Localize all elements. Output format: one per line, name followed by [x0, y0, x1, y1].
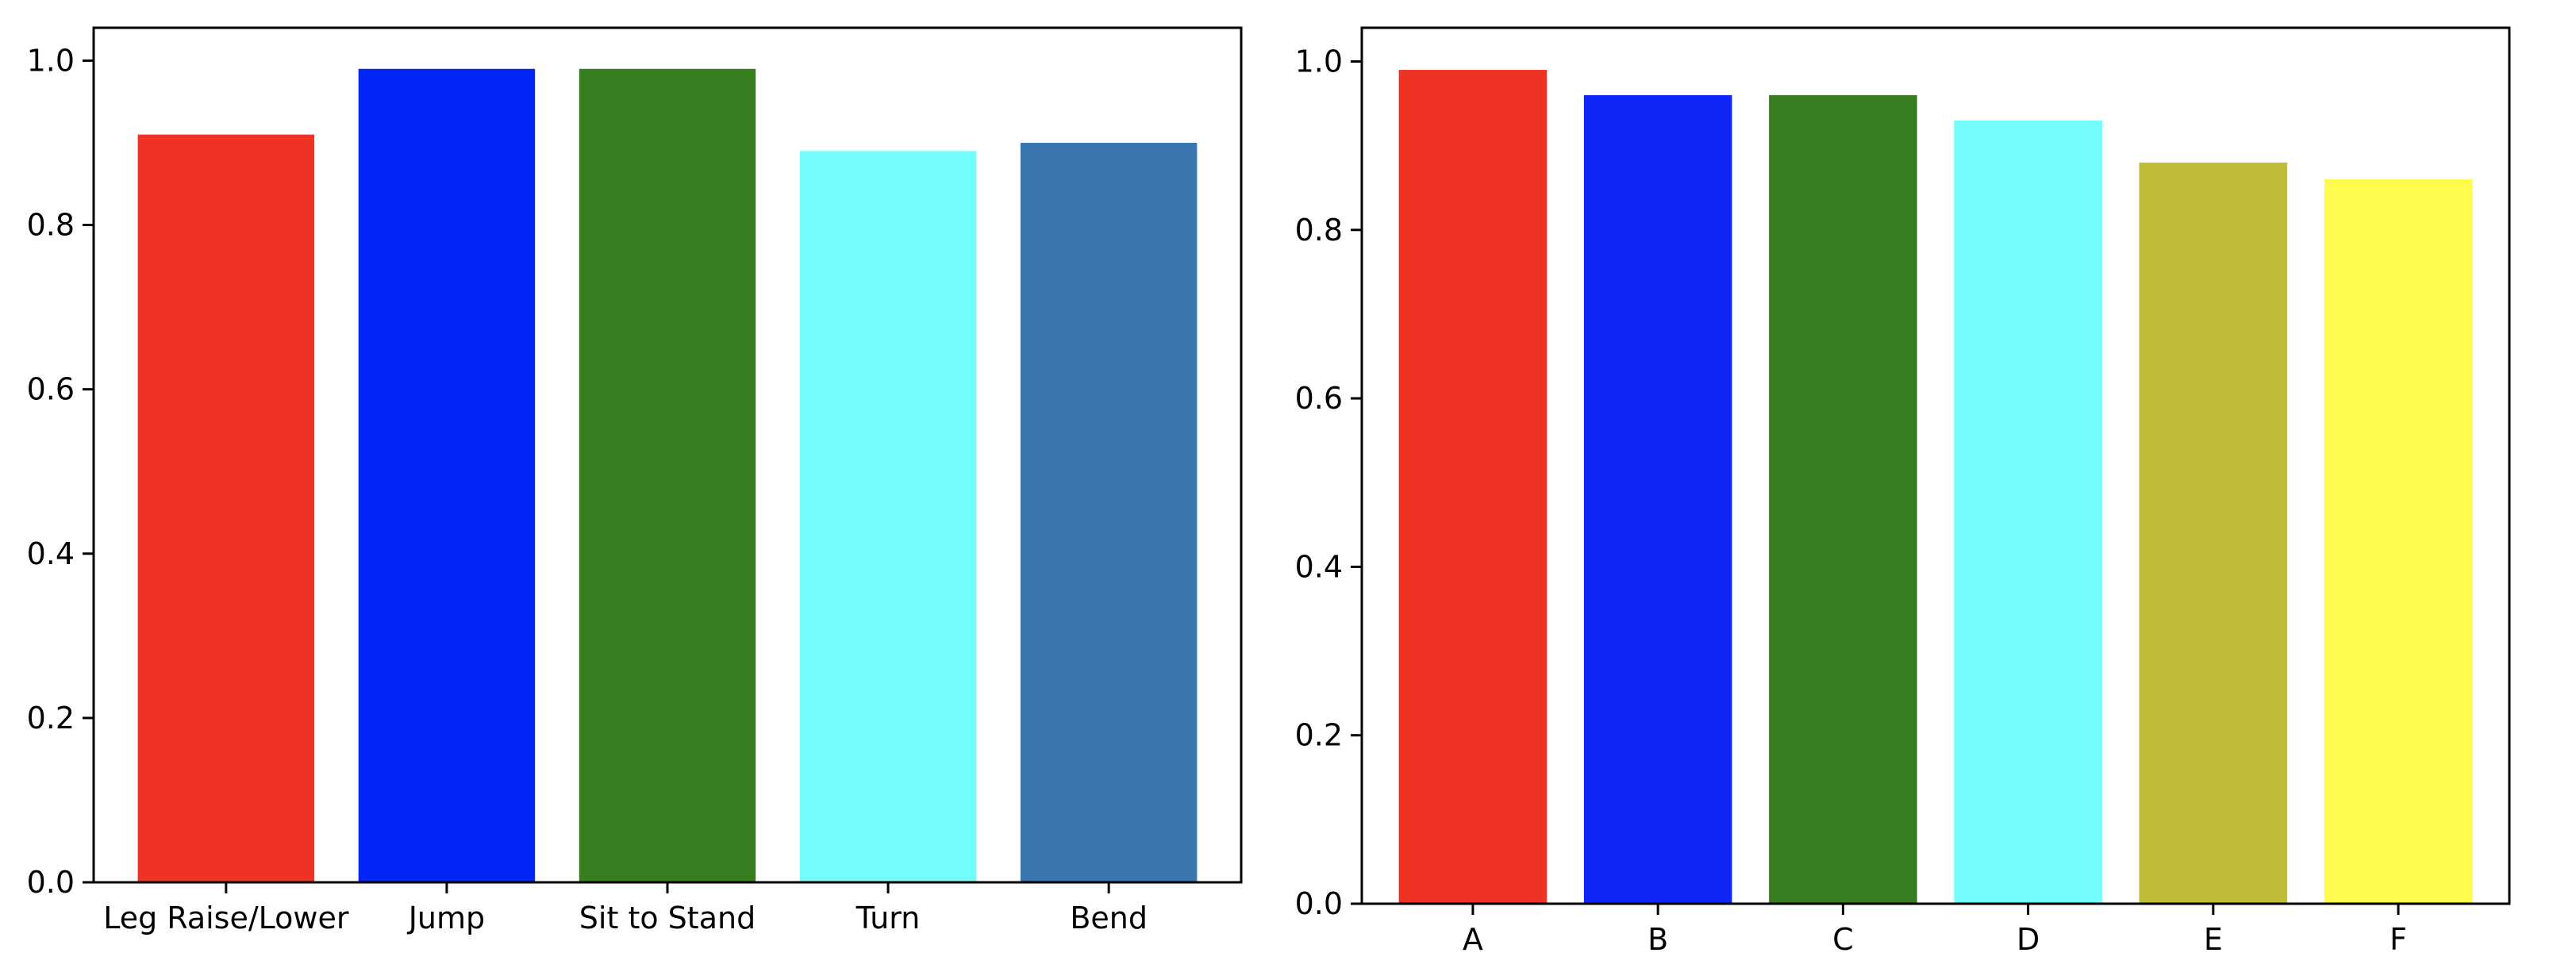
y-tick-label: 1.0 [27, 43, 75, 78]
axes-frame [1360, 26, 2511, 905]
bar-left-3 [799, 151, 977, 882]
bar-right-1 [1583, 94, 1732, 904]
y-tick-label: 0.4 [1295, 549, 1343, 584]
x-tick-label: D [2017, 922, 2040, 957]
bar-right-2 [1769, 94, 1917, 904]
x-tick-label: Jump [407, 901, 485, 935]
bar-right-0 [1398, 70, 1548, 905]
x-tick-label: Leg Raise/Lower [103, 901, 349, 935]
bar-right-5 [2324, 179, 2473, 905]
right-bar-chart: 0.0 0.2 0.4 0.6 0.8 1.0 A B C D E F [1295, 26, 2511, 957]
y-tick-label: 0.0 [27, 865, 75, 900]
x-tick-label: Sit to Stand [579, 901, 755, 935]
x-tick-label: C [1832, 922, 1854, 957]
y-tick-label: 0.8 [1295, 213, 1343, 248]
x-tick-label: Turn [855, 901, 921, 935]
x-tick-label: F [2390, 922, 2407, 957]
y-tick-label: 1.0 [1295, 44, 1343, 79]
y-tick-label: 0.0 [1295, 886, 1343, 921]
bar-left-4 [1020, 142, 1198, 882]
y-tick-label: 0.4 [27, 536, 75, 571]
y-tick-label: 0.2 [27, 701, 75, 736]
bar-left-1 [358, 68, 536, 883]
bar-left-0 [137, 134, 315, 882]
x-tick-label: A [1463, 922, 1483, 957]
y-tick-label: 0.6 [27, 372, 75, 407]
x-tick-label: B [1647, 922, 1668, 957]
y-tick-label: 0.6 [1295, 381, 1343, 416]
y-tick-label: 0.2 [1295, 718, 1343, 753]
x-tick-label: Bend [1070, 901, 1148, 935]
y-tick-label: 0.8 [27, 208, 75, 243]
left-bar-chart: 0.0 0.2 0.4 0.6 0.8 1.0 Leg Raise/Lower Jump Sit… [27, 26, 1243, 935]
bar-right-4 [2139, 162, 2288, 904]
x-tick-label: E [2204, 922, 2223, 957]
bar-left-2 [579, 68, 756, 883]
bar-right-3 [1954, 120, 2102, 904]
